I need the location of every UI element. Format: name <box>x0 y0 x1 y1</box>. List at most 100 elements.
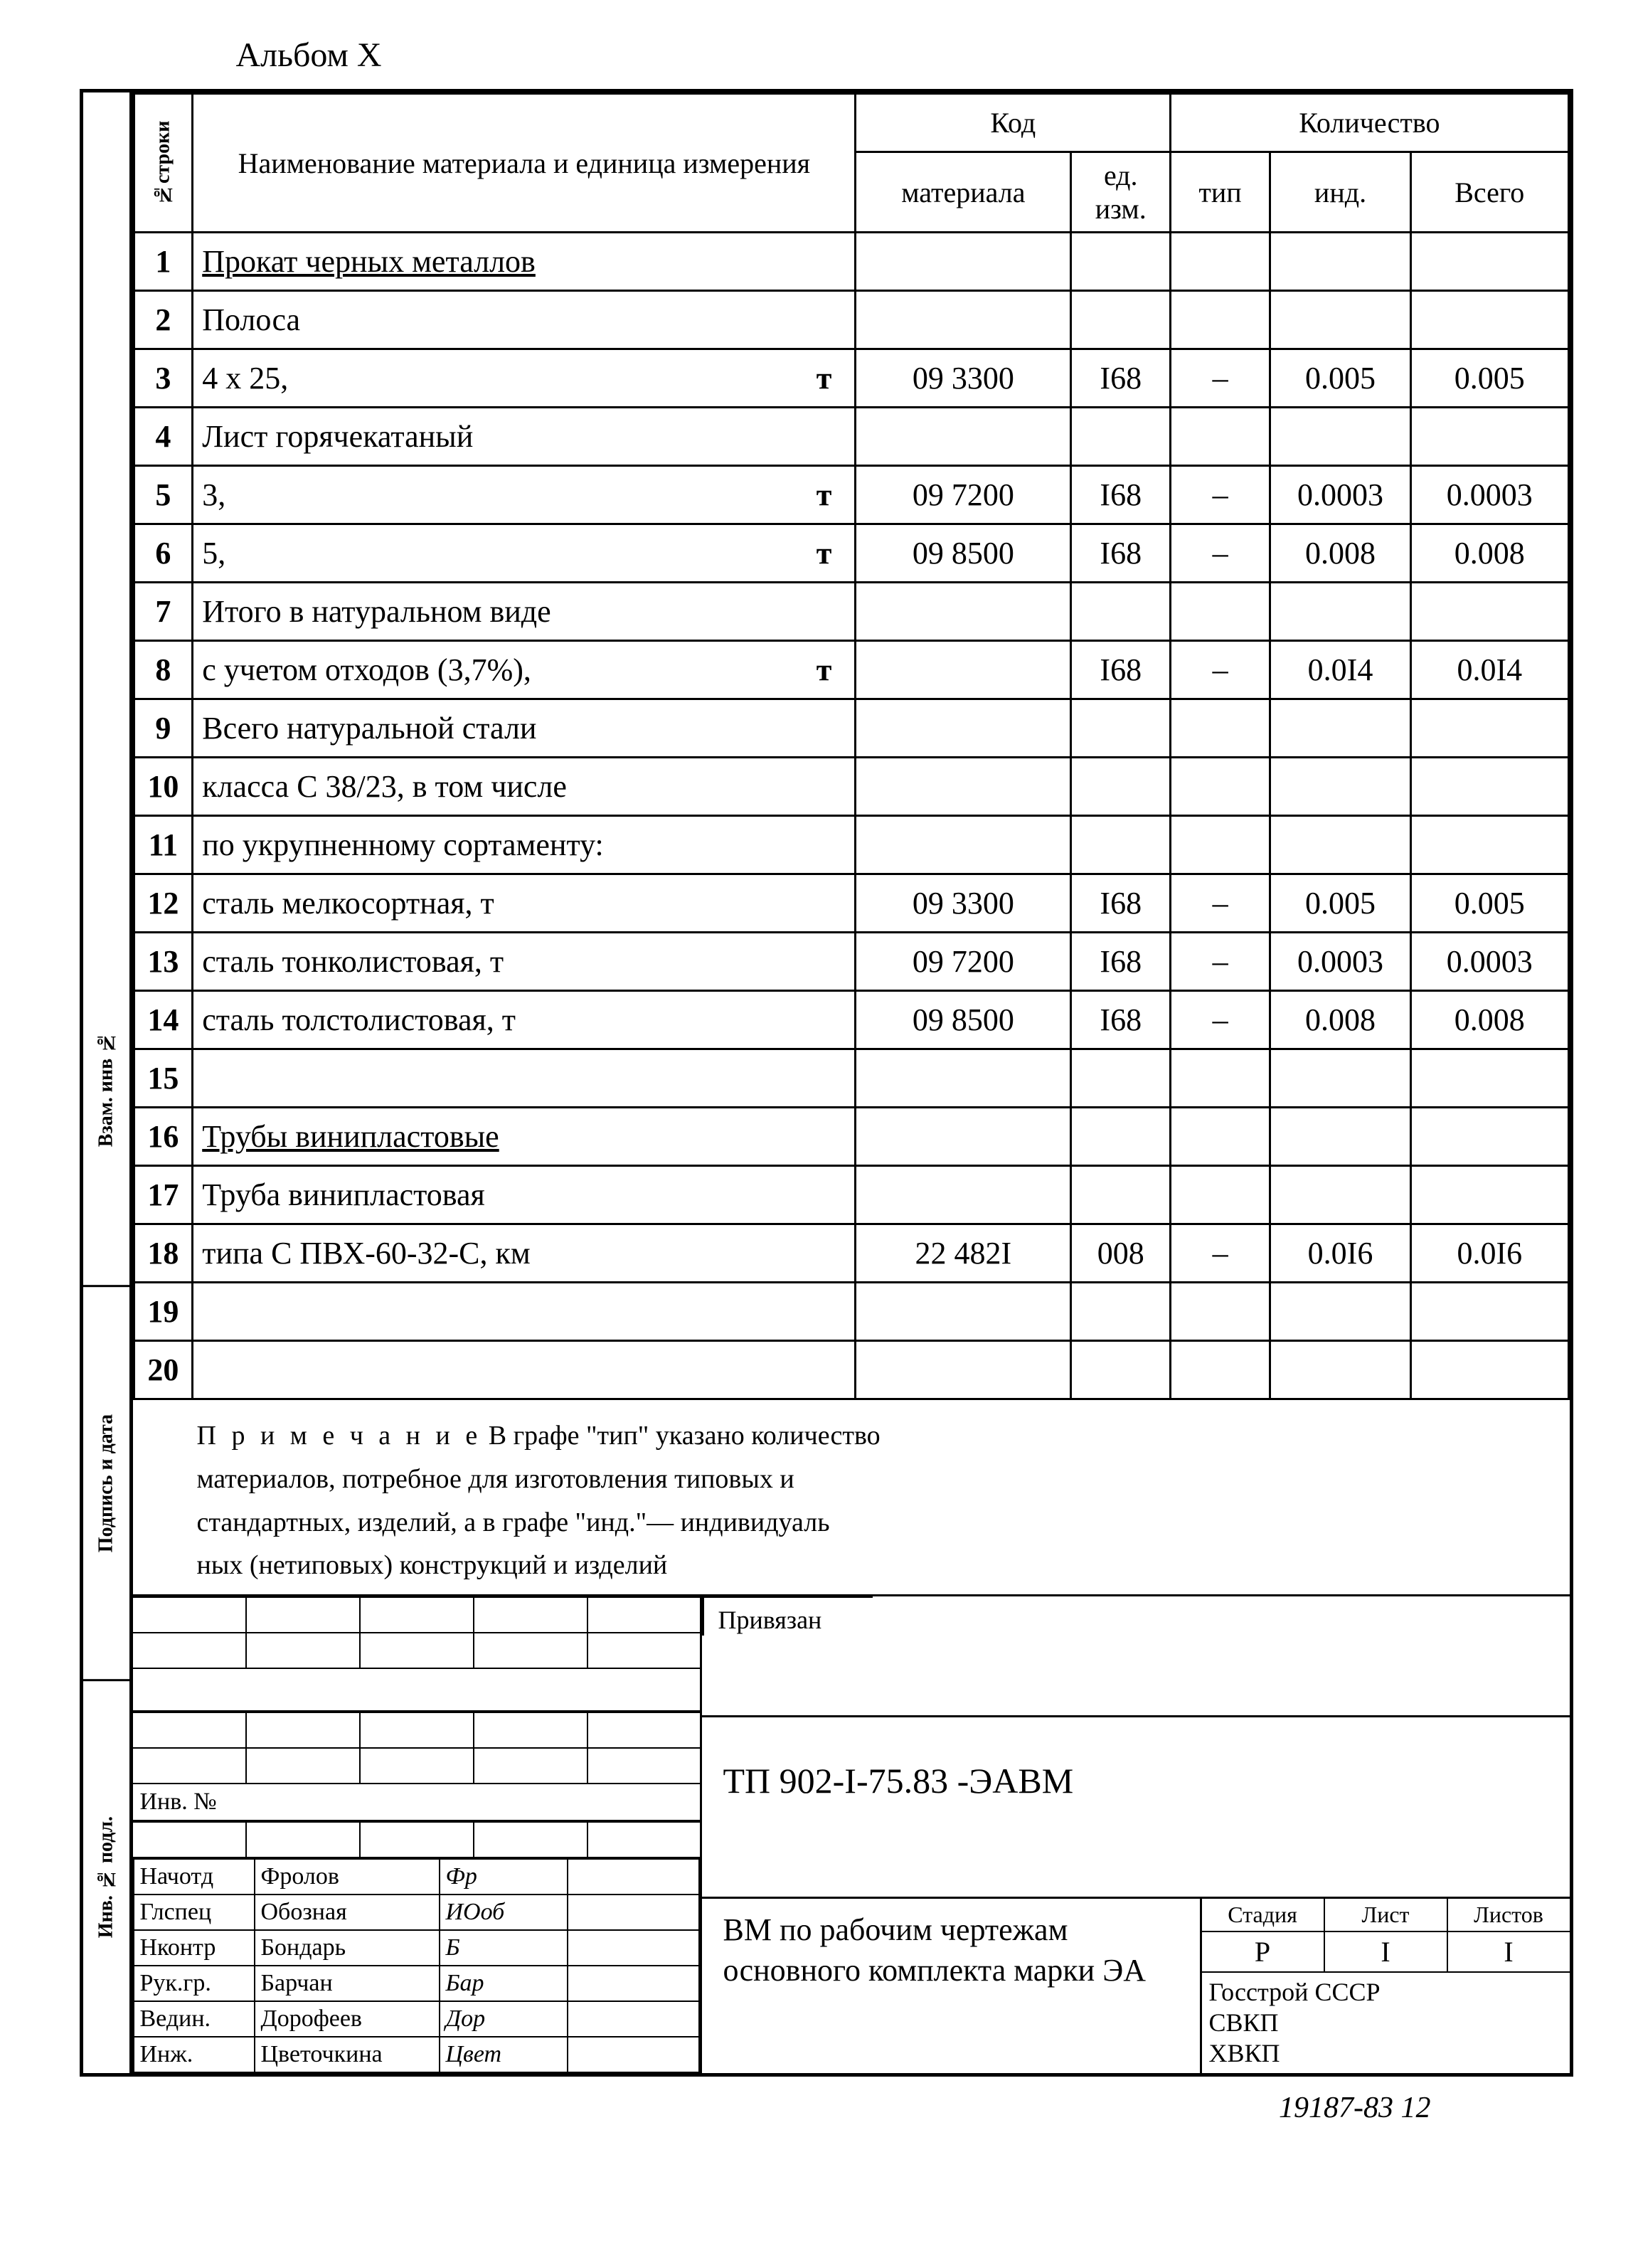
table-row: 20 <box>134 1341 1568 1399</box>
sig-name: Барчан <box>255 1966 440 2001</box>
row-ind <box>1270 816 1410 874</box>
sig-name: Дорофеев <box>255 2001 440 2037</box>
row-name: типа С ПВХ-60-32-С, км <box>193 1224 856 1283</box>
sig-date <box>568 2001 699 2037</box>
row-name: сталь мелкосортная, т <box>193 874 856 933</box>
signature-row: Ведин.ДорофеевДор <box>134 2001 699 2037</box>
stage-block: Стадия Лист Листов Р I I Госстрой СССР <box>1200 1899 1570 2074</box>
row-ind <box>1270 1341 1410 1399</box>
row-total <box>1411 408 1568 466</box>
row-code: 09 7200 <box>856 466 1071 524</box>
row-number: 20 <box>134 1341 193 1399</box>
row-number: 4 <box>134 408 193 466</box>
row-tip <box>1171 1049 1270 1108</box>
row-total <box>1411 699 1568 758</box>
sig-signature: Бар <box>440 1966 568 2001</box>
row-unit <box>1071 233 1171 291</box>
row-total: 0.0003 <box>1411 933 1568 991</box>
row-code <box>856 699 1071 758</box>
row-unit: I68 <box>1071 991 1171 1049</box>
side-tab-0: Инв. № подл. <box>83 1679 129 2073</box>
signature-row: НачотдФроловФр <box>134 1859 699 1895</box>
row-number: 18 <box>134 1224 193 1283</box>
row-tip <box>1171 291 1270 349</box>
row-number: 16 <box>134 1108 193 1166</box>
row-name: Прокат черных металлов <box>193 233 856 291</box>
stage-h2: Лист <box>1325 1899 1448 1931</box>
row-name: Итого в натуральном виде <box>193 583 856 641</box>
row-number: 3 <box>134 349 193 408</box>
row-number: 13 <box>134 933 193 991</box>
stage-h3: Листов <box>1448 1899 1570 1931</box>
row-tip <box>1171 408 1270 466</box>
row-unit <box>1071 699 1171 758</box>
signature-row: Инж.ЦветочкинаЦвет <box>134 2037 699 2072</box>
row-unit <box>1071 408 1171 466</box>
footer-number: 19187-83 12 <box>80 2077 1573 2125</box>
row-number: 19 <box>134 1283 193 1341</box>
row-unit: I68 <box>1071 874 1171 933</box>
material-table: №строки Наименование материала и единица… <box>133 92 1570 1400</box>
sig-role: Инж. <box>134 2037 255 2072</box>
sig-name: Бондарь <box>255 1930 440 1966</box>
row-number: 17 <box>134 1166 193 1224</box>
table-row: 13сталь тонколистовая, т09 7200I68–0.000… <box>134 933 1568 991</box>
sig-date <box>568 1859 699 1895</box>
row-name: класса С 38/23, в том числе <box>193 758 856 816</box>
table-row: 15 <box>134 1049 1568 1108</box>
row-name: Полоса <box>193 291 856 349</box>
table-row: 12сталь мелкосортная, т09 3300I68–0.0050… <box>134 874 1568 933</box>
row-unit: I68 <box>1071 466 1171 524</box>
row-number: 15 <box>134 1049 193 1108</box>
table-row: 65,т09 8500I68–0.0080.008 <box>134 524 1568 583</box>
table-row: 2Полоса <box>134 291 1568 349</box>
row-ind: 0.008 <box>1270 991 1410 1049</box>
sig-signature: ИОоб <box>440 1895 568 1930</box>
row-tip <box>1171 233 1270 291</box>
row-total <box>1411 1108 1568 1166</box>
table-row: 19 <box>134 1283 1568 1341</box>
row-total <box>1411 1049 1568 1108</box>
row-total <box>1411 583 1568 641</box>
sig-date <box>568 1895 699 1930</box>
row-code <box>856 408 1071 466</box>
row-number: 5 <box>134 466 193 524</box>
row-tip <box>1171 816 1270 874</box>
main-frame: Взам. инв № Подпись и дата Инв. № подл. … <box>80 89 1573 2077</box>
header-code: Код <box>856 94 1171 152</box>
org-1: СВКП <box>1209 2008 1563 2038</box>
header-rownum: №строки <box>134 94 193 233</box>
sig-date <box>568 1930 699 1966</box>
row-ind <box>1270 1283 1410 1341</box>
row-name: сталь толстолистовая, т <box>193 991 856 1049</box>
table-row: 53,т09 7200I68–0.00030.0003 <box>134 466 1568 524</box>
row-name: 5,т <box>193 524 856 583</box>
signature-table: НачотдФроловФрГлспецОбознаяИОобНконтрБон… <box>133 1858 700 2073</box>
sig-date <box>568 1966 699 2001</box>
row-unit <box>1071 1049 1171 1108</box>
org-2: ХВКП <box>1209 2038 1563 2069</box>
row-tip <box>1171 1166 1270 1224</box>
row-code: 09 8500 <box>856 524 1071 583</box>
row-tip <box>1171 1341 1270 1399</box>
row-tip <box>1171 699 1270 758</box>
note-text4: ных (нетиповых) конструкций и изделий <box>197 1550 668 1580</box>
row-code <box>856 233 1071 291</box>
row-ind <box>1270 408 1410 466</box>
sig-name: Фролов <box>255 1859 440 1895</box>
row-tip <box>1171 583 1270 641</box>
note-text2: материалов, потребное для изготовления т… <box>197 1464 794 1494</box>
row-tip: – <box>1171 1224 1270 1283</box>
album-title: Альбом X <box>236 36 1573 75</box>
stage-v2: I <box>1325 1932 1448 1971</box>
header-material: материала <box>856 152 1071 233</box>
side-tab-2: Взам. инв № <box>83 893 129 1285</box>
row-unit: I68 <box>1071 933 1171 991</box>
row-tip: – <box>1171 524 1270 583</box>
header-qty: Количество <box>1171 94 1568 152</box>
table-row: 11по укрупненному сортаменту: <box>134 816 1568 874</box>
sig-name: Обозная <box>255 1895 440 1930</box>
sig-role: Ведин. <box>134 2001 255 2037</box>
row-total: 0.008 <box>1411 524 1568 583</box>
header-name: Наименование материала и единица измерен… <box>193 94 856 233</box>
